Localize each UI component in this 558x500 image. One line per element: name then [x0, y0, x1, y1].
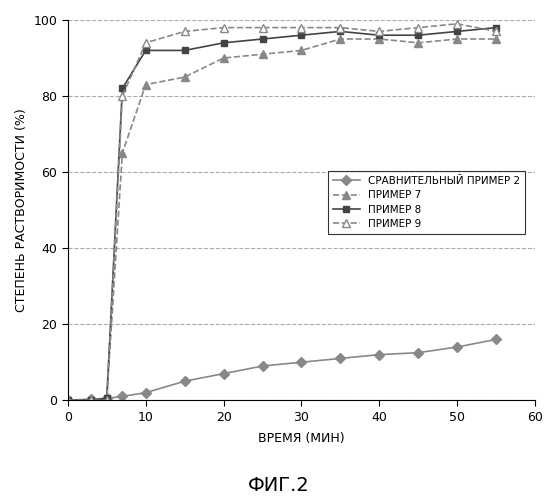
Y-axis label: СТЕПЕНЬ РАСТВОРИМОСТИ (%): СТЕПЕНЬ РАСТВОРИМОСТИ (%) [15, 108, 28, 312]
ПРИМЕР 7 [298, 48, 305, 54]
ПРИМЕР 8 [376, 32, 383, 38]
Legend: СРАВНИТЕЛЬНЫЙ ПРИМЕР 2, ПРИМЕР 7, ПРИМЕР 8, ПРИМЕР 9: СРАВНИТЕЛЬНЫЙ ПРИМЕР 2, ПРИМЕР 7, ПРИМЕР… [328, 171, 525, 234]
ПРИМЕР 7 [259, 51, 266, 57]
X-axis label: ВРЕМЯ (МИН): ВРЕМЯ (МИН) [258, 432, 345, 445]
СРАВНИТЕЛЬНЫЙ ПРИМЕР 2 [454, 344, 460, 350]
ПРИМЕР 9 [88, 397, 94, 403]
ПРИМЕР 9 [259, 24, 266, 30]
ПРИМЕР 7 [376, 36, 383, 42]
ПРИМЕР 8 [454, 28, 460, 34]
ПРИМЕР 7 [88, 397, 94, 403]
ПРИМЕР 8 [88, 397, 94, 403]
СРАВНИТЕЛЬНЫЙ ПРИМЕР 2 [220, 370, 227, 376]
ПРИМЕР 9 [493, 28, 499, 34]
ПРИМЕР 8 [493, 24, 499, 30]
СРАВНИТЕЛЬНЫЙ ПРИМЕР 2 [88, 396, 94, 402]
ПРИМЕР 7 [181, 74, 188, 80]
СРАВНИТЕЛЬНЫЙ ПРИМЕР 2 [103, 396, 110, 402]
ПРИМЕР 8 [415, 32, 422, 38]
ПРИМЕР 9 [220, 24, 227, 30]
ПРИМЕР 7 [103, 396, 110, 402]
ПРИМЕР 8 [119, 86, 126, 91]
СРАВНИТЕЛЬНЫЙ ПРИМЕР 2 [119, 394, 126, 400]
ПРИМЕР 7 [119, 150, 126, 156]
СРАВНИТЕЛЬНЫЙ ПРИМЕР 2 [493, 336, 499, 342]
СРАВНИТЕЛЬНЫЙ ПРИМЕР 2 [415, 350, 422, 356]
ПРИМЕР 7 [220, 55, 227, 61]
ПРИМЕР 9 [298, 24, 305, 30]
ПРИМЕР 7 [415, 40, 422, 46]
ПРИМЕР 8 [337, 28, 344, 34]
ПРИМЕР 9 [119, 93, 126, 99]
ПРИМЕР 7 [454, 36, 460, 42]
СРАВНИТЕЛЬНЫЙ ПРИМЕР 2 [142, 390, 149, 396]
СРАВНИТЕЛЬНЫЙ ПРИМЕР 2 [181, 378, 188, 384]
СРАВНИТЕЛЬНЫЙ ПРИМЕР 2 [376, 352, 383, 358]
ПРИМЕР 9 [142, 40, 149, 46]
ПРИМЕР 9 [337, 24, 344, 30]
ПРИМЕР 9 [65, 397, 71, 403]
ПРИМЕР 7 [337, 36, 344, 42]
ПРИМЕР 9 [181, 28, 188, 34]
Line: СРАВНИТЕЛЬНЫЙ ПРИМЕР 2: СРАВНИТЕЛЬНЫЙ ПРИМЕР 2 [64, 336, 499, 404]
ПРИМЕР 9 [103, 397, 110, 403]
ПРИМЕР 9 [454, 21, 460, 27]
ПРИМЕР 8 [181, 48, 188, 54]
Line: ПРИМЕР 8: ПРИМЕР 8 [64, 24, 499, 404]
ПРИМЕР 8 [142, 48, 149, 54]
Text: ФИГ.2: ФИГ.2 [248, 476, 310, 495]
ПРИМЕР 8 [298, 32, 305, 38]
ПРИМЕР 7 [493, 36, 499, 42]
ПРИМЕР 8 [65, 397, 71, 403]
ПРИМЕР 8 [103, 396, 110, 402]
ПРИМЕР 9 [376, 28, 383, 34]
ПРИМЕР 9 [415, 24, 422, 30]
СРАВНИТЕЛЬНЫЙ ПРИМЕР 2 [259, 363, 266, 369]
СРАВНИТЕЛЬНЫЙ ПРИМЕР 2 [298, 359, 305, 365]
ПРИМЕР 8 [259, 36, 266, 42]
Line: ПРИМЕР 9: ПРИМЕР 9 [64, 20, 501, 404]
ПРИМЕР 7 [65, 397, 71, 403]
ПРИМЕР 8 [220, 40, 227, 46]
СРАВНИТЕЛЬНЫЙ ПРИМЕР 2 [65, 397, 71, 403]
СРАВНИТЕЛЬНЫЙ ПРИМЕР 2 [337, 356, 344, 362]
Line: ПРИМЕР 7: ПРИМЕР 7 [64, 35, 501, 405]
ПРИМЕР 7 [142, 82, 149, 87]
